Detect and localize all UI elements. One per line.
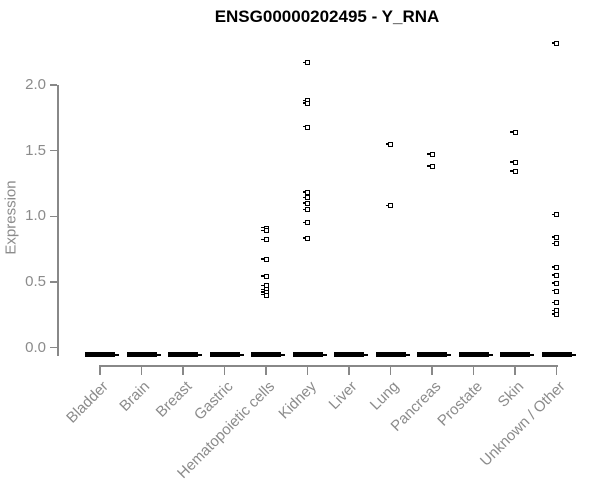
x-tick-label-text: Brain	[116, 378, 154, 415]
x-tick	[514, 365, 516, 375]
y-tick	[50, 215, 58, 218]
zero-cluster-bar	[500, 352, 534, 357]
x-tick	[348, 365, 350, 375]
y-tick	[50, 281, 58, 283]
data-point	[427, 152, 435, 158]
data-point	[551, 312, 559, 318]
x-tick	[140, 365, 143, 375]
data-point	[427, 163, 435, 169]
data-point	[261, 237, 269, 243]
x-tick	[431, 365, 433, 375]
x-tick-label-text: Kidney	[275, 378, 320, 423]
zero-cluster-bar	[168, 352, 202, 357]
data-point	[551, 264, 559, 270]
data-point	[385, 203, 393, 209]
data-point	[261, 292, 269, 298]
x-tick-label-text: Bladder	[63, 378, 113, 427]
data-point	[551, 40, 559, 46]
x-tick	[472, 365, 475, 375]
y-tick-label: 0.5	[25, 272, 46, 290]
data-point	[551, 272, 559, 278]
data-point	[551, 300, 559, 306]
data-point	[510, 160, 518, 165]
x-tick	[389, 365, 392, 375]
data-point	[302, 207, 310, 213]
data-point	[261, 228, 269, 234]
y-tick-label: 0.0	[25, 338, 46, 356]
zero-cluster-bar	[251, 352, 285, 357]
data-point	[302, 60, 310, 66]
data-point	[510, 169, 518, 175]
x-tick-label-text: Lung	[366, 378, 403, 414]
data-point	[510, 129, 518, 135]
data-point	[302, 124, 310, 130]
x-tick	[223, 365, 226, 375]
data-point	[302, 100, 310, 106]
y-tick-label: 1.5	[25, 141, 46, 159]
x-tick	[182, 365, 184, 375]
y-axis-line	[57, 85, 59, 356]
x-tick	[306, 365, 309, 375]
zero-cluster-bar	[334, 352, 368, 357]
data-point	[302, 190, 310, 196]
zero-cluster-bar	[209, 352, 244, 357]
y-tick	[50, 84, 58, 86]
x-tick	[265, 365, 267, 375]
x-tick-label-text: Breast	[152, 378, 196, 421]
data-point	[551, 288, 559, 294]
zero-cluster-bar	[375, 352, 410, 357]
zero-cluster-bar	[458, 352, 493, 357]
data-point	[551, 280, 559, 286]
y-tick	[50, 346, 58, 349]
data-point	[551, 212, 559, 218]
zero-cluster-bar	[292, 352, 327, 357]
data-point	[551, 234, 559, 240]
data-point	[551, 241, 559, 247]
y-tick	[50, 149, 58, 152]
zero-cluster-bar	[126, 352, 161, 357]
x-tick-label-text: Liver	[326, 378, 362, 414]
x-tick-label-text: Prostate	[433, 378, 486, 430]
data-point	[261, 257, 269, 263]
data-point	[261, 274, 269, 280]
zero-cluster-bar	[417, 352, 451, 357]
data-point	[302, 220, 310, 226]
data-point	[302, 200, 310, 206]
x-tick	[99, 365, 101, 375]
x-axis-line	[100, 365, 558, 367]
zero-cluster-bar	[541, 352, 576, 357]
data-point	[302, 195, 310, 201]
y-tick-label: 2.0	[25, 76, 46, 94]
zero-cluster-bar	[85, 352, 119, 357]
data-point	[302, 236, 310, 242]
y-tick-label: 1.0	[25, 207, 46, 225]
data-point	[385, 141, 393, 147]
x-tick-label-text: Skin	[494, 378, 528, 411]
x-tick	[555, 365, 558, 375]
chart-title: ENSG00000202495 - Y_RNA	[214, 7, 440, 26]
